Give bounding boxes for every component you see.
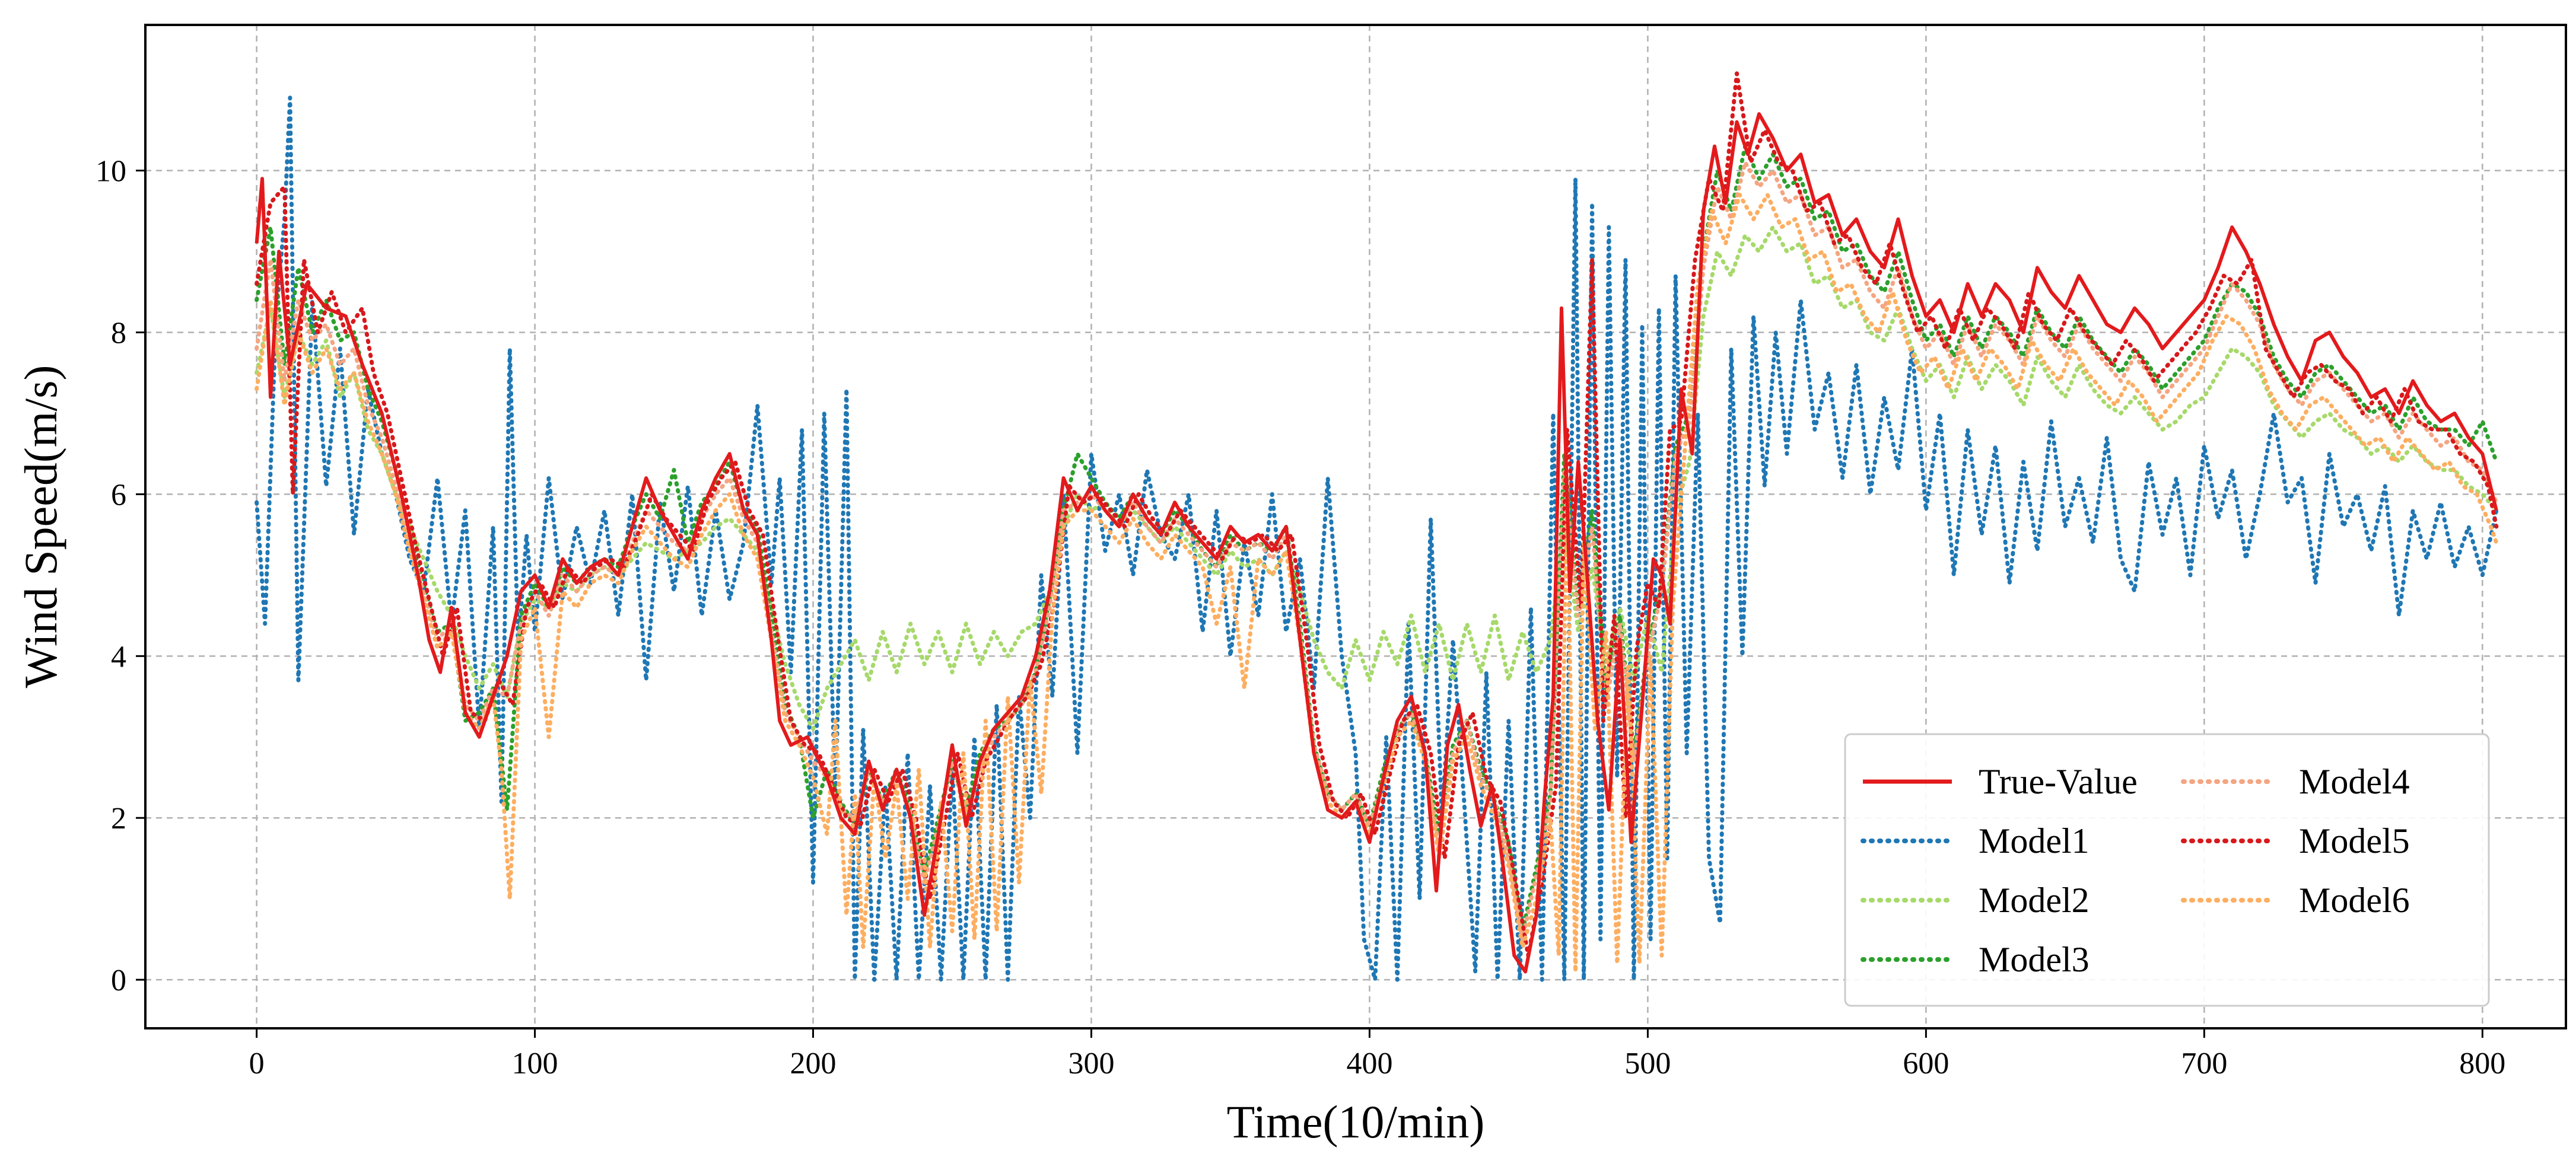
y-tick-label: 6 [111,478,126,512]
y-tick-label: 2 [111,802,126,836]
legend-label: Model1 [1979,821,2090,860]
x-tick-label: 200 [790,1047,837,1080]
x-axis-label: Time(10/min) [1227,1096,1485,1148]
legend-box [1844,733,2490,1007]
x-tick-label: 400 [1346,1047,1392,1080]
y-tick-label: 0 [111,964,126,997]
x-tick-label: 500 [1624,1047,1671,1080]
y-tick-label: 4 [111,640,126,674]
legend-label: Model6 [2299,881,2410,920]
series-line-true-value [255,112,2498,974]
x-tick-label: 100 [512,1047,558,1080]
legend: True-Value Model1 Model2 Model3 Model4 Model5… [1844,733,2490,1007]
grid [145,25,2566,1028]
x-tick-label: 600 [1903,1047,1949,1080]
x-tick-label: 700 [2181,1047,2227,1080]
y-axis-label: Wind Speed(m/s) [15,365,66,689]
x-tick-label: 800 [2459,1047,2505,1080]
legend-label: Model4 [2299,762,2410,801]
y-tick-label: 8 [111,317,126,350]
x-tick-label: 0 [249,1047,265,1080]
legend-label: True-Value [1979,762,2138,801]
series-line-model5 [255,71,2499,958]
y-tick-label: 10 [96,155,126,189]
legend-label: Model5 [2299,821,2410,860]
legend-label: Model2 [1979,881,2090,920]
series-layer [255,71,2499,982]
plot-area-frame [144,24,2567,1029]
x-tick-label: 300 [1068,1047,1114,1080]
legend-label: Model3 [1979,940,2090,979]
series-line-model2 [255,225,2499,731]
axis-ticks: 0 100 200 300 400 500 600 700 800 0 2 4 6 8 10 [96,155,2505,1080]
